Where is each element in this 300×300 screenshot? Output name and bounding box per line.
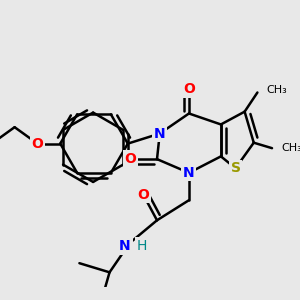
Text: N: N [183,166,195,180]
Text: O: O [32,136,44,151]
Text: CH₃: CH₃ [266,85,287,95]
Text: O: O [183,82,195,96]
Text: N: N [119,239,131,253]
Text: O: O [137,188,149,202]
Text: CH₃: CH₃ [281,143,300,153]
Text: H: H [136,239,147,253]
Text: S: S [230,161,241,175]
Text: O: O [124,152,136,166]
Text: N: N [154,127,166,141]
